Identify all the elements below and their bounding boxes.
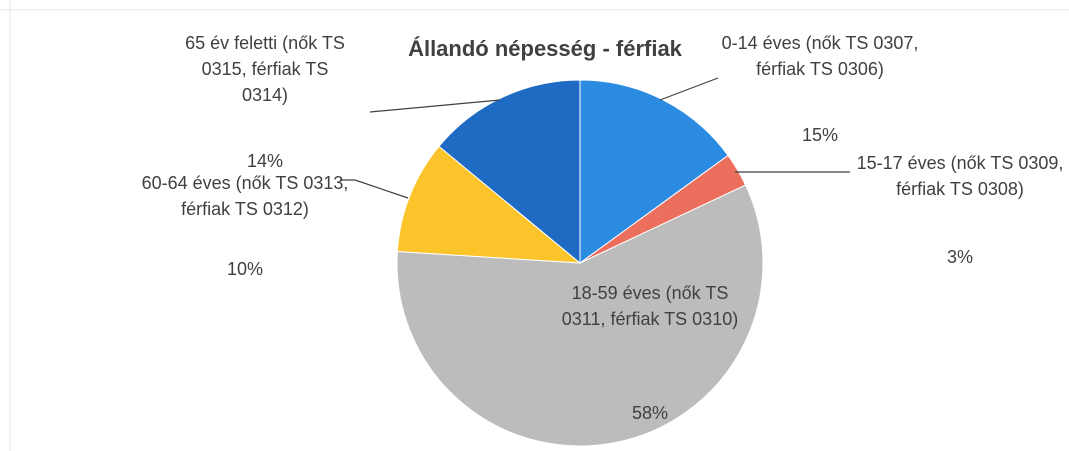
chart-title: Állandó népesség - férfiak [408,36,682,61]
pie-slice [438,79,581,265]
pie-slice [579,79,729,264]
value-label: 58% [631,403,669,423]
value-label: 15% [801,125,839,145]
leader-line [369,99,501,113]
slice-label: 18-59 éves (nők TS 0311, férfiak TS 0310… [561,283,739,329]
value-label: 10% [226,259,264,279]
slice-label: 60-64 éves (nők TS 0313, férfiak TS 0312… [141,173,349,219]
leader-line [659,77,719,101]
value-label: 3% [946,247,973,267]
pie-slice [396,145,582,264]
value-label: 14% [246,151,284,171]
slice-label: 0-14 éves (nők TS 0307, férfiak TS 0306) [721,33,919,79]
pie-slice [396,184,764,447]
leader-line [340,179,409,199]
slices [396,79,764,447]
slice-label: 65 év feletti (nők TS 0315, férfiak TS 0… [185,33,345,105]
leader-lines [340,77,850,199]
slice-label: 15-17 éves (nők TS 0309, férfiak TS 0308… [856,153,1064,199]
